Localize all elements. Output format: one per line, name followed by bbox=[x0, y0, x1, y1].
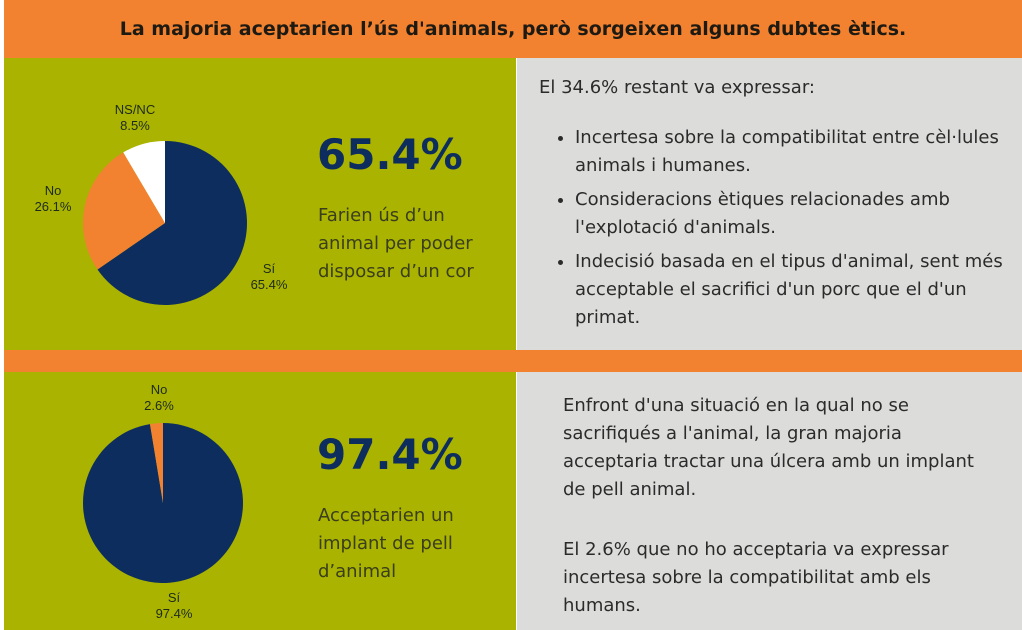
slice-label: No bbox=[44, 183, 62, 198]
paragraph: Enfront d'una situació en la qual no se … bbox=[563, 395, 974, 500]
header-banner: La majoria aceptarien l’ús d'animals, pe… bbox=[4, 0, 1022, 58]
section2-chart-panel: No 2.6% Sí 97.4% 97.4% Acceptarien un impl… bbox=[4, 372, 516, 630]
stat-description: Acceptarien un implant de pell d’animal bbox=[318, 505, 454, 582]
bullet-item: Indecisió basada en el tipus d'animal, s… bbox=[575, 248, 1015, 332]
pie-slice-s bbox=[97, 141, 247, 305]
bullet-item: Consideracions ètiques relacionades amb … bbox=[575, 186, 1015, 242]
pie1-label-nsnc: NS/NC 8.5% bbox=[105, 102, 165, 134]
pie-slice-s bbox=[83, 423, 244, 583]
paragraph: El 2.6% que no ho acceptaria va expressa… bbox=[563, 539, 949, 616]
pie-slice-no bbox=[149, 423, 163, 503]
section2-text-panel: Enfront d'una situació en la qual no se … bbox=[517, 372, 1022, 630]
intro-text: El 34.6% restant va expressar: bbox=[539, 77, 815, 98]
pie-chart-1 bbox=[82, 141, 247, 305]
slice-label: Sí bbox=[167, 590, 181, 605]
pie-slice-nsnc bbox=[123, 141, 165, 223]
pie-chart-2 bbox=[83, 423, 244, 583]
divider-strip bbox=[4, 350, 1022, 372]
section1-chart-panel: NS/NC 8.5% No 26.1% Sí 65.4% 65.4% Farien ú… bbox=[4, 58, 516, 350]
pie1-label-no: No 26.1% bbox=[28, 183, 78, 215]
section1-text-panel: El 34.6% restant va expressar: Incertesa… bbox=[517, 58, 1022, 350]
pie2-label-si: Sí 97.4% bbox=[149, 590, 199, 622]
page-title: La majoria aceptarien l’ús d'animals, pe… bbox=[119, 18, 907, 40]
headline-stat: 97.4% bbox=[317, 430, 463, 479]
slice-value: 97.4% bbox=[155, 606, 193, 621]
headline-stat: 65.4% bbox=[317, 130, 463, 179]
pie1-label-si: Sí 65.4% bbox=[244, 261, 294, 293]
slice-value: 2.6% bbox=[144, 398, 174, 413]
pie2-label-no: No 2.6% bbox=[134, 382, 184, 414]
pie-slice-no bbox=[82, 152, 165, 270]
slice-label: NS/NC bbox=[114, 102, 156, 117]
slice-value: 8.5% bbox=[120, 118, 150, 133]
slice-label: No bbox=[150, 382, 168, 397]
stat-description: Farien ús d’un animal per poder disposar… bbox=[318, 205, 474, 282]
slice-label: Sí bbox=[262, 261, 276, 276]
slice-value: 65.4% bbox=[250, 277, 288, 292]
bullet-item: Incertesa sobre la compatibilitat entre … bbox=[575, 124, 1015, 180]
slice-value: 26.1% bbox=[34, 199, 72, 214]
